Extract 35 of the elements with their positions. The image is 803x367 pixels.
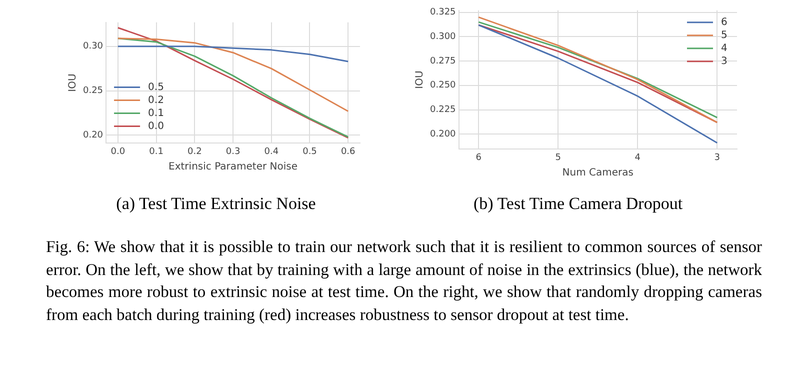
x-tick-label: 0.1 [149, 146, 164, 157]
y-tick-label: 0.200 [430, 129, 456, 140]
y-tick-label: 0.30 [82, 42, 104, 52]
y-tick-label: 0.275 [430, 56, 456, 66]
x-tick-label: 3 [714, 152, 720, 163]
x-axis-title: Extrinsic Parameter Noise [168, 162, 298, 173]
x-tick-label: 0.2 [187, 146, 202, 157]
x-tick-label: 0.3 [226, 146, 240, 157]
y-tick-label: 0.225 [430, 105, 456, 116]
x-tick-label: 0.0 [110, 146, 126, 157]
x-tick-label: 0.6 [340, 146, 356, 157]
x-tick-label: 0.4 [264, 146, 279, 157]
legend-label: 3 [721, 56, 728, 67]
legend-label: 0.1 [148, 108, 164, 119]
legend-label: 0.5 [148, 82, 164, 93]
legend-label: 5 [721, 30, 728, 41]
x-tick-label: 4 [634, 152, 641, 163]
caption: Fig. 6: We show that it is possible to train our network such that it is resilient to common sources of sensor error. On the left, we show that by training with a large amount of noise in the extrinsics (blue), the network becomes more robust to extrinsic noise at test time. On the right, we show that randomly dropping cameras from each batch during training (red) increases robustness to sensor dropout at test time. [46, 236, 762, 326]
x-tick-label: 6 [476, 152, 482, 163]
y-tick-label: 0.25 [82, 86, 104, 96]
y-tick-label: 0.20 [82, 130, 104, 141]
legend-label: 6 [721, 16, 728, 28]
y-tick-label: 0.250 [430, 80, 456, 91]
y-tick-label: 0.300 [430, 32, 456, 42]
x-axis-title: Num Cameras [562, 168, 634, 179]
y-axis-title: IOU [414, 70, 426, 89]
x-tick-label: 0.5 [302, 146, 317, 157]
legend-label: 0.0 [148, 120, 164, 132]
legend-label: 4 [721, 42, 728, 54]
y-axis-title: IOU [68, 74, 79, 92]
y-tick-label: 0.325 [430, 8, 456, 18]
text: (a) Test Time Extrinsic Noise [115, 194, 317, 214]
x-tick-label: 5 [555, 152, 561, 163]
legend-label: 0.2 [148, 94, 164, 106]
text: (b) Test Time Camera Dropout [472, 194, 684, 214]
